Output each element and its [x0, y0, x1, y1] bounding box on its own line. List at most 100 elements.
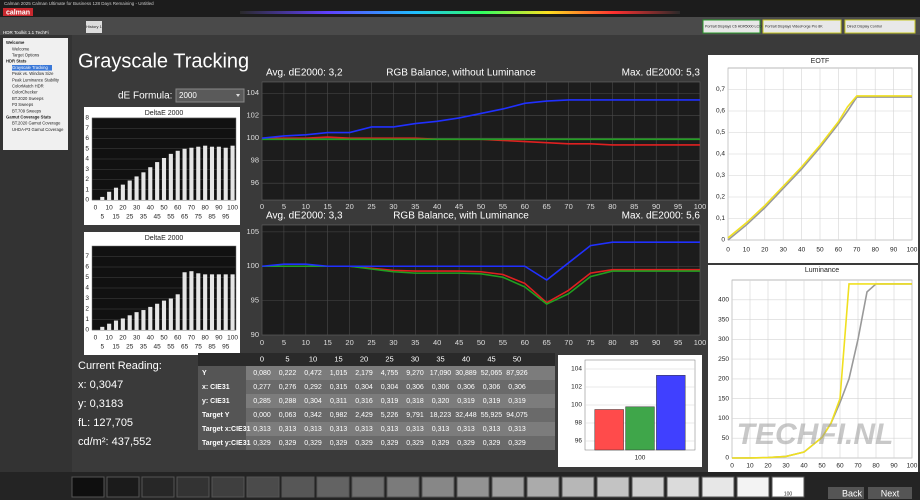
sidebar-item[interactable]: Peak vs. Window Size: [12, 71, 54, 76]
patch-swatch[interactable]: [561, 476, 595, 498]
logo-box[interactable]: [3, 8, 33, 16]
patch-swatch[interactable]: [71, 476, 105, 498]
patch-swatch[interactable]: [701, 476, 735, 498]
patch-swatch[interactable]: [211, 476, 245, 498]
x-tick-label: 5: [282, 338, 286, 347]
next-button[interactable]: [868, 487, 912, 499]
x-tick-label: 15: [112, 344, 120, 351]
table-row-bg: [198, 436, 555, 450]
sidebar-item[interactable]: BT.2020 Gamut Coverage: [12, 121, 61, 126]
x-tick-label: 70: [564, 202, 572, 211]
history-tab-label: History 1: [86, 24, 103, 29]
table-cell: 5,226: [381, 412, 399, 419]
sidebar-item[interactable]: Welcome: [6, 40, 25, 45]
x-tick-label: 90: [890, 463, 898, 470]
sidebar-item[interactable]: HDR Stats: [6, 59, 27, 64]
patch-swatch[interactable]: [386, 476, 420, 498]
back-button[interactable]: [828, 487, 864, 499]
bar: [134, 312, 139, 330]
device-select[interactable]: [702, 19, 761, 34]
patch-swatch[interactable]: [141, 476, 175, 498]
x-tick-label: 50: [160, 335, 168, 342]
sidebar-item[interactable]: Target Options: [12, 53, 39, 58]
x-tick-label: 35: [411, 202, 419, 211]
x-tick-label: 30: [389, 338, 397, 347]
chart-title: DeltaE 2000: [145, 235, 184, 242]
table-cell: 0,000: [253, 412, 271, 419]
y-tick-label: 6: [85, 264, 89, 271]
table-row-label: Target Y: [202, 412, 230, 419]
sidebar-item[interactable]: ColorChecker: [12, 90, 38, 95]
device-label: Portrait Displays C6 HDR5000 LCD (LED Wh…: [705, 24, 782, 28]
x-tick-label: 0: [94, 205, 98, 212]
patch-swatch[interactable]: [771, 476, 805, 498]
y-tick-label: 150: [718, 395, 729, 402]
chart-title: RGB Balance, with Luminance: [393, 211, 529, 222]
table-cell: 0,315: [330, 384, 348, 391]
table-row-label: x: CIE31: [202, 384, 230, 391]
patch-swatch[interactable]: [246, 476, 280, 498]
bar: [209, 146, 215, 200]
bar: [203, 145, 208, 200]
x-tick-label: 100: [227, 205, 238, 212]
patch-swatch[interactable]: [421, 476, 455, 498]
patch-swatch[interactable]: [631, 476, 665, 498]
x-tick-label: 40: [147, 205, 155, 212]
table-cell: 0,329: [304, 440, 322, 447]
table-cell: 0,329: [355, 440, 373, 447]
table-cell: 52,065: [481, 370, 503, 377]
x-tick-label: 20: [119, 335, 127, 342]
device-select[interactable]: [844, 19, 916, 34]
formula-select[interactable]: [175, 88, 245, 103]
bar: [230, 274, 235, 330]
bar: [120, 318, 125, 330]
patch-swatch[interactable]: [176, 476, 210, 498]
sidebar-item[interactable]: BT.709 Sweeps: [12, 108, 41, 113]
patch-swatch[interactable]: [281, 476, 315, 498]
y-tick-label: 5: [85, 274, 89, 281]
bar: [113, 320, 119, 330]
bar: [120, 184, 125, 200]
x-tick-label: 50: [477, 338, 485, 347]
sidebar-item[interactable]: Grayscale Tracking: [12, 65, 49, 70]
y-tick-label: 250: [718, 356, 729, 363]
sidebar-item[interactable]: Peak Luminance Stability: [12, 77, 60, 82]
patch-swatch[interactable]: [596, 476, 630, 498]
table-cell: 1,015: [330, 370, 348, 377]
patch-swatch[interactable]: [491, 476, 525, 498]
series-line: [727, 95, 912, 239]
patch-swatch[interactable]: [666, 476, 700, 498]
x-tick-label: 90: [890, 247, 898, 254]
sidebar-item[interactable]: P3 Sweeps: [12, 102, 33, 107]
patch-swatch[interactable]: [316, 476, 350, 498]
x-tick-label: 20: [761, 247, 769, 254]
sidebar-item[interactable]: BT.2020 Sweeps: [12, 96, 43, 101]
patch-swatch[interactable]: [106, 476, 140, 498]
select-arrow: [236, 94, 240, 97]
y-tick-label: 0,6: [716, 108, 725, 115]
sidebar-item[interactable]: UHDA-P3 Gamut Coverage: [12, 127, 64, 132]
x-tick-label: 100: [227, 335, 238, 342]
bar: [161, 157, 167, 200]
table-cell: 2,179: [355, 370, 373, 377]
x-tick-label: 80: [872, 463, 880, 470]
x-tick-label: 0: [726, 247, 730, 254]
history-tab[interactable]: [86, 21, 102, 33]
table-header: 25: [385, 354, 393, 363]
table-header: 35: [436, 354, 444, 363]
patch-swatch[interactable]: [456, 476, 490, 498]
y-tick-label: 0,1: [716, 215, 725, 222]
sidebar-item[interactable]: Gamut Coverage Stats: [6, 115, 52, 120]
sidebar-item[interactable]: Welcome: [12, 46, 30, 51]
patch-swatch[interactable]: [526, 476, 560, 498]
table-row-label-bg: [198, 408, 246, 422]
table-header: 5: [285, 354, 289, 363]
table-cell: 0,313: [432, 426, 450, 433]
x-tick-label: 10: [743, 247, 751, 254]
patch-swatch[interactable]: [736, 476, 770, 498]
chart-title: DeltaE 2000: [145, 110, 184, 117]
device-select[interactable]: [762, 19, 842, 34]
sidebar-item[interactable]: ColorMatch HDR: [12, 84, 44, 89]
y-tick-label: 7: [85, 253, 89, 260]
patch-swatch[interactable]: [351, 476, 385, 498]
